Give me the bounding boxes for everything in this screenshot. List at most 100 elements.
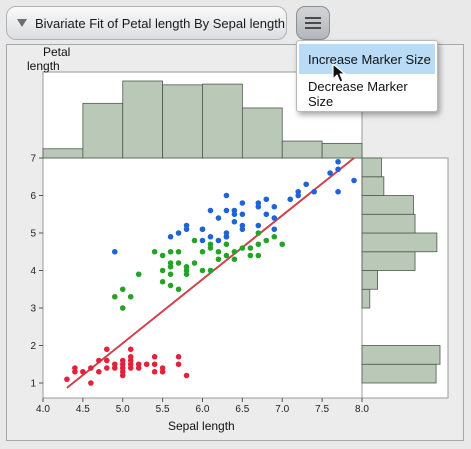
data-point [199, 248, 206, 255]
data-point [175, 353, 182, 360]
y-tick-label: 7 [30, 154, 36, 165]
data-point [255, 230, 262, 236]
data-point [175, 248, 182, 255]
data-point [231, 207, 238, 214]
x-tick-label: 8.0 [355, 404, 369, 415]
x-histogram-bar [281, 140, 323, 159]
data-point [327, 170, 333, 176]
data-point [255, 222, 262, 229]
data-point [223, 233, 230, 240]
data-point [247, 245, 254, 251]
menu-item-label: Increase Marker Size [308, 51, 431, 67]
data-point [96, 368, 102, 375]
y-histogram-bar [361, 251, 416, 271]
data-point [215, 237, 222, 244]
data-point [231, 218, 238, 225]
x-histogram-bar [202, 83, 243, 159]
y-tick-label: 1 [30, 379, 36, 390]
data-point [135, 271, 142, 278]
x-tick-label: 7.0 [275, 404, 289, 415]
data-point [335, 188, 341, 195]
data-point [183, 222, 190, 229]
data-point [111, 248, 118, 255]
data-point [271, 215, 278, 221]
y-histogram-bar [361, 176, 385, 196]
data-point [287, 196, 294, 203]
data-point [127, 293, 134, 300]
data-point [167, 233, 174, 240]
data-point [96, 357, 102, 364]
disclosure-triangle-icon[interactable] [17, 19, 27, 27]
x-histogram-bar [321, 142, 363, 159]
data-point [207, 233, 214, 240]
y-histogram-bar [361, 363, 437, 384]
y-histogram-bar [361, 213, 416, 234]
x-histogram-bar [241, 107, 283, 159]
data-point [119, 305, 126, 311]
x-tick-label: 5.0 [116, 404, 130, 415]
data-point [72, 365, 78, 371]
data-point [231, 248, 238, 255]
data-point [159, 252, 166, 259]
data-point [279, 241, 286, 248]
x-histogram-bar [122, 80, 164, 159]
data-point [207, 267, 214, 274]
data-point [239, 211, 246, 218]
data-point [159, 278, 166, 285]
data-point [223, 241, 230, 248]
data-point [175, 230, 182, 236]
report-title-outline-button[interactable]: Bivariate Fit of Petal length By Sepal l… [6, 6, 287, 40]
data-point [80, 368, 86, 375]
data-point [159, 365, 166, 371]
data-point [127, 357, 134, 364]
data-point [239, 200, 246, 206]
data-point [104, 346, 110, 353]
data-point [119, 286, 126, 293]
data-point [151, 368, 158, 375]
data-point [88, 380, 94, 386]
data-point [151, 353, 158, 360]
x-tick-label: 4.5 [76, 404, 90, 415]
data-point [295, 188, 302, 195]
data-point [88, 365, 94, 371]
y-tick-label: 3 [30, 304, 36, 315]
data-point [215, 215, 222, 221]
data-point [159, 267, 166, 274]
data-point [271, 226, 278, 233]
data-point [247, 252, 254, 259]
data-point [104, 365, 110, 371]
data-point [167, 263, 174, 270]
data-point [111, 361, 118, 368]
x-tick-label: 7.5 [315, 404, 329, 415]
data-point [263, 196, 270, 203]
data-point [335, 158, 341, 165]
y-histogram-bar [361, 288, 371, 309]
report-title: Bivariate Fit of Petal length By Sepal l… [35, 15, 286, 31]
data-point [199, 267, 206, 274]
data-point [255, 241, 262, 248]
x-histogram-bar [162, 84, 203, 159]
data-point [207, 245, 214, 251]
data-point [183, 267, 190, 274]
data-point [335, 166, 341, 173]
data-point [119, 361, 126, 368]
data-point [199, 237, 206, 244]
y-tick-label: 2 [30, 341, 36, 352]
y-histogram-bar [361, 195, 414, 215]
data-point [351, 177, 357, 184]
data-point [223, 207, 230, 214]
menu-item-increase-marker-size[interactable]: Increase Marker Size [299, 44, 435, 74]
data-point [151, 361, 158, 368]
data-point [167, 248, 174, 255]
menu-item-decrease-marker-size[interactable]: Decrease Marker Size [299, 79, 435, 109]
data-point [255, 252, 262, 259]
data-point [263, 237, 270, 244]
data-point [151, 248, 158, 255]
data-point [231, 256, 238, 263]
data-point [271, 233, 278, 240]
data-point [175, 286, 182, 293]
data-point [183, 372, 190, 379]
hamburger-menu-button[interactable] [296, 6, 330, 40]
menu-item-label: Decrease Marker Size [308, 79, 408, 109]
